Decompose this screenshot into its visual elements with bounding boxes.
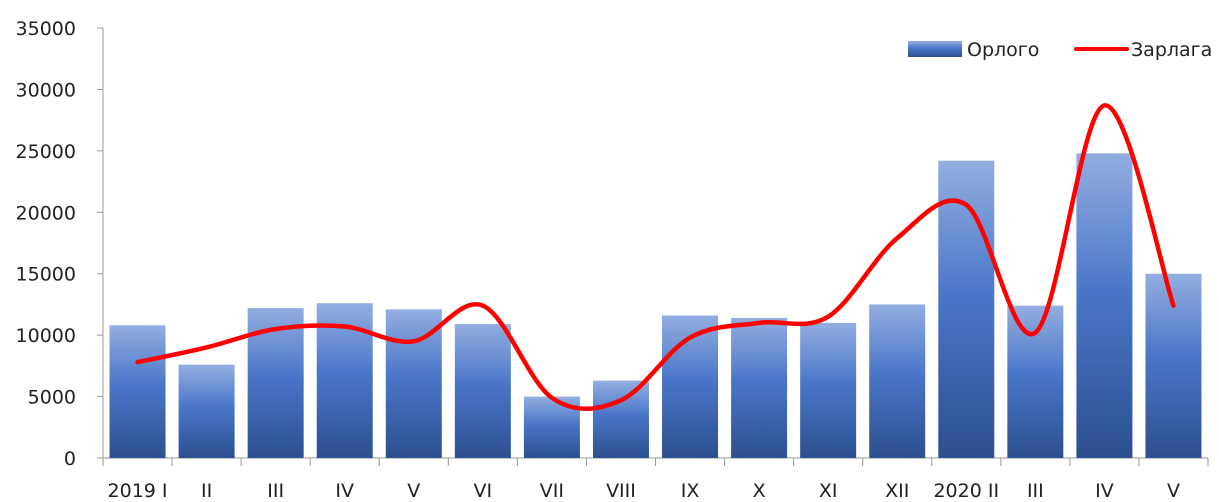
x-tick-label: V — [1167, 480, 1180, 502]
x-tick-label: V — [407, 480, 420, 502]
x-tick-label: VII — [540, 480, 564, 502]
y-tick-label: 20000 — [16, 202, 76, 224]
bar — [592, 380, 649, 458]
x-tick-label: X — [753, 480, 766, 502]
bar — [178, 364, 235, 458]
legend: Орлого Зарлага — [908, 39, 1212, 61]
line-series — [135, 103, 1176, 411]
y-tick-label: 15000 — [16, 264, 76, 286]
x-tick-label: XII — [885, 480, 909, 502]
legend-label-line: Зарлага — [1131, 39, 1212, 61]
bar — [1007, 305, 1064, 458]
bar — [800, 322, 857, 458]
x-axis: 2019 I II III IV V VI VII VIII IX X XI XII 2020 II II… — [102, 457, 1209, 502]
x-tick-label: IX — [681, 480, 700, 502]
x-tick-label: 2019 I — [108, 480, 168, 502]
y-tick-label: 30000 — [16, 79, 76, 101]
x-tick-label: XI — [819, 480, 838, 502]
y-axis: 0 5000 10000 15000 20000 25000 30000 35000 — [16, 18, 104, 470]
x-tick-label: IV — [1095, 480, 1114, 502]
y-tick-label: 0 — [64, 448, 76, 470]
bar — [938, 160, 995, 458]
y-tick-label: 10000 — [16, 325, 76, 347]
bar — [1076, 153, 1133, 459]
bar — [731, 317, 788, 458]
x-tick-label: VIII — [606, 480, 636, 502]
y-tick-label: 25000 — [16, 141, 76, 163]
x-tick-label: IV — [335, 480, 354, 502]
x-tick-label: 2020 II — [933, 480, 999, 502]
y-tick-label: 35000 — [16, 18, 76, 40]
x-tick-label: III — [267, 480, 284, 502]
x-tick-label: II — [201, 480, 212, 502]
y-tick-label: 5000 — [28, 387, 76, 409]
x-tick-label: VI — [474, 480, 493, 502]
bar — [454, 324, 511, 458]
bar-series — [109, 153, 1202, 459]
bar — [109, 325, 166, 458]
x-tick-label: III — [1027, 480, 1044, 502]
legend-swatch-bar — [908, 41, 962, 57]
legend-label-bar: Орлого — [967, 39, 1039, 61]
bar — [869, 304, 926, 458]
